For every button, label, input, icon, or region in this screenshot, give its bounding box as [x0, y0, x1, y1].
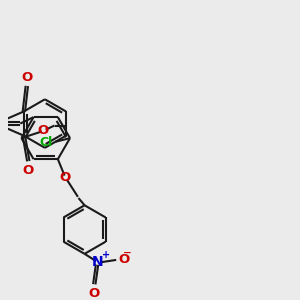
Text: O: O	[88, 286, 100, 300]
Text: N: N	[92, 255, 104, 269]
Text: O: O	[118, 254, 130, 266]
Text: O: O	[21, 70, 32, 84]
Text: +: +	[102, 250, 110, 260]
Text: O: O	[23, 164, 34, 177]
Text: −: −	[123, 248, 132, 258]
Text: O: O	[59, 171, 71, 184]
Text: O: O	[38, 124, 49, 137]
Text: Cl: Cl	[40, 136, 53, 149]
